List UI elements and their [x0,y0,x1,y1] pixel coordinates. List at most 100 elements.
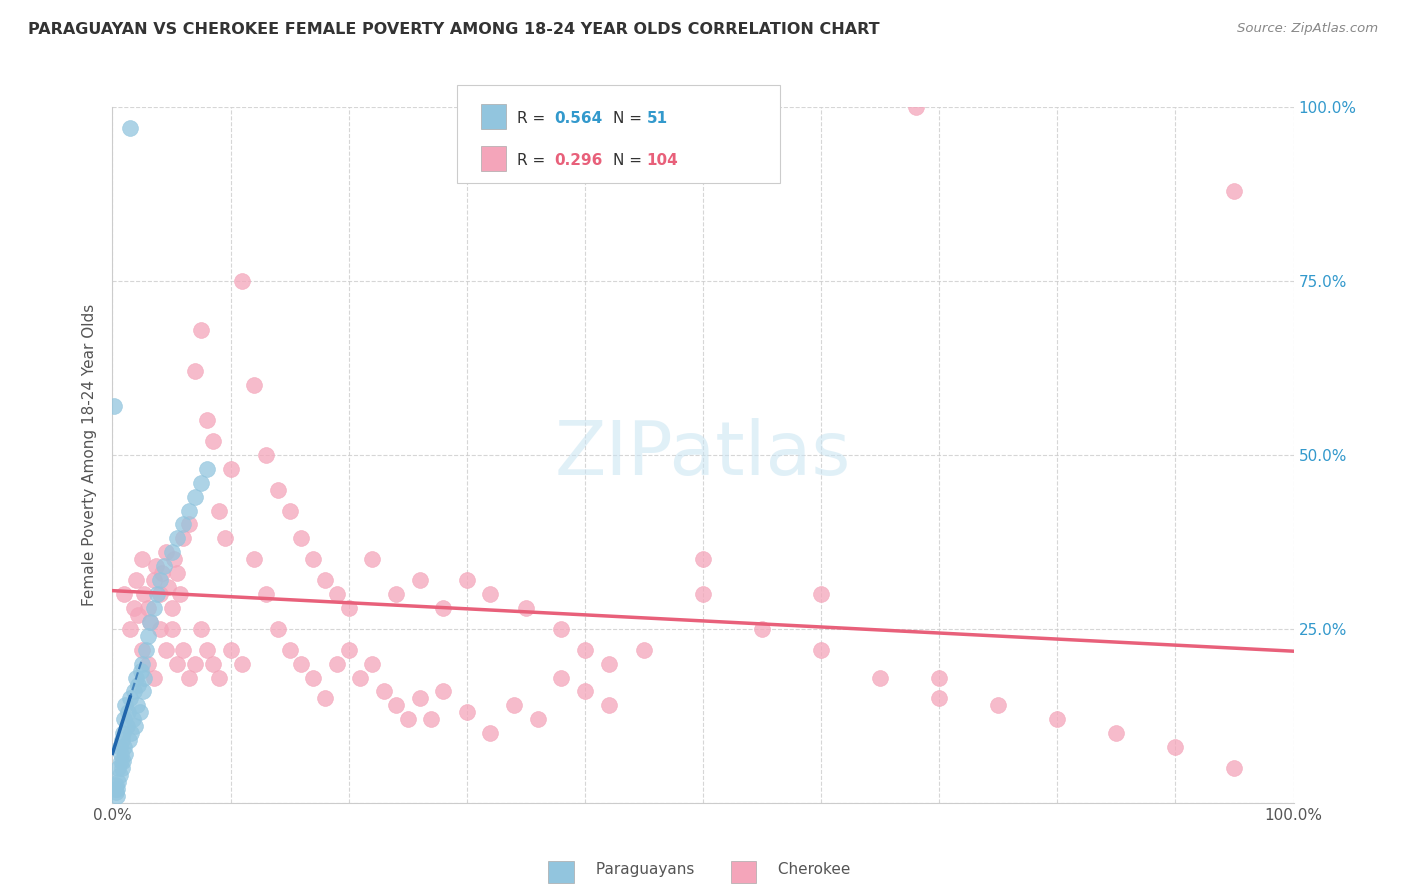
Point [160,545,183,559]
Point [361,552,384,566]
Point [136,657,159,671]
Point [131,657,153,671]
Point [166,532,188,546]
Point [290,657,312,671]
Point [149,587,172,601]
Point [107,761,129,775]
Point [115,719,138,733]
Point [1164,740,1187,755]
Point [127,698,149,713]
Point [278,503,301,517]
Point [243,552,266,566]
Point [118,733,141,747]
Point [190,475,212,490]
Point [172,532,194,546]
Point [110,747,132,761]
Point [928,671,950,685]
Point [172,642,194,657]
Point [432,601,454,615]
Point [160,601,183,615]
Point [104,781,127,796]
Point [179,503,201,517]
Point [122,684,145,698]
Point [574,684,596,698]
Point [146,587,169,601]
Point [201,657,224,671]
Text: 104: 104 [647,153,679,168]
Point [456,706,478,720]
Point [184,490,207,504]
Point [155,642,177,657]
Text: Cherokee: Cherokee [773,863,851,877]
Point [105,785,128,799]
Point [219,462,242,476]
Point [179,671,201,685]
Point [598,657,620,671]
Point [314,691,336,706]
Point [349,671,371,685]
Text: R =: R = [517,112,551,126]
Point [142,601,165,615]
Point [432,684,454,698]
Point [751,622,773,636]
Point [385,587,408,601]
Text: N =: N = [613,153,643,168]
Point [132,684,155,698]
Point [692,552,714,566]
Point [108,740,131,755]
Point [114,698,136,713]
Point [105,789,128,803]
Point [201,434,224,448]
Point [112,712,135,726]
Point [692,587,714,601]
Point [120,622,142,636]
Point [125,573,148,587]
Point [231,657,253,671]
Point [810,642,832,657]
Point [122,601,145,615]
Point [156,580,179,594]
Point [408,691,430,706]
Point [1223,761,1246,775]
Point [214,532,236,546]
Point [515,601,537,615]
Text: 0.296: 0.296 [554,153,602,168]
Point [326,587,349,601]
Point [150,566,173,581]
Point [155,545,177,559]
Point [526,712,548,726]
Point [302,671,325,685]
Point [112,754,135,768]
Point [243,378,266,392]
Point [112,726,135,740]
Text: N =: N = [613,112,643,126]
Text: Paraguayans: Paraguayans [591,863,695,877]
Point [131,642,153,657]
Point [120,691,142,706]
Point [190,323,212,337]
Text: PARAGUAYAN VS CHEROKEE FEMALE POVERTY AMONG 18-24 YEAR OLDS CORRELATION CHART: PARAGUAYAN VS CHEROKEE FEMALE POVERTY AM… [28,22,880,37]
Point [420,712,443,726]
Point [337,642,360,657]
Point [278,642,301,657]
Point [314,573,336,587]
Point [149,573,172,587]
Point [142,671,165,685]
Point [107,775,129,789]
Point [987,698,1010,713]
Point [598,698,620,713]
Point [120,726,142,740]
Point [231,274,253,288]
Point [267,622,290,636]
Point [142,573,165,587]
Point [139,615,162,629]
Point [135,642,157,657]
Point [172,517,194,532]
Point [190,622,212,636]
Point [131,552,153,566]
Point [139,615,162,629]
Point [904,100,927,114]
Point [120,120,142,135]
Point [166,566,188,581]
Point [124,719,146,733]
